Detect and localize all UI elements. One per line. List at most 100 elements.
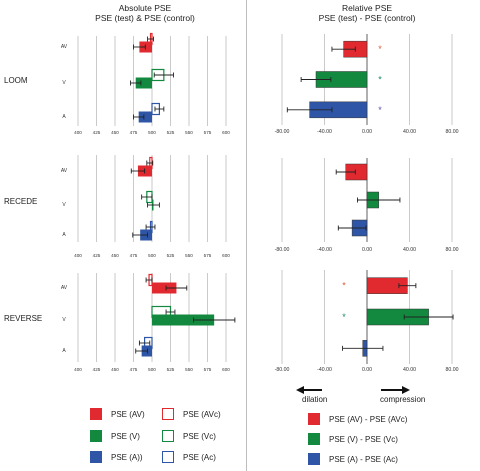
caption-compression: compression (380, 395, 426, 404)
rel-recede-tick--80.00: -80.00 (275, 247, 290, 253)
abs-reverse-tick-575: 575 (204, 367, 212, 372)
abs-reverse-label-a: A (62, 348, 66, 354)
rel-recede-tick-80.00: 80.00 (446, 247, 459, 253)
legend-swatch-av-diff (308, 413, 320, 425)
rel-loom-tick-0.00: 0.00 (362, 129, 372, 135)
abs-loom-tick-600: 600 (222, 130, 230, 135)
panel-divider (246, 0, 247, 471)
rel-reverse-star-v: * (342, 312, 346, 322)
abs-loom-tick-575: 575 (204, 130, 212, 135)
abs-recede-tick-450: 450 (111, 253, 119, 258)
abs-loom-label-av: AV (61, 44, 68, 50)
abs-loom-tick-450: 450 (111, 130, 119, 135)
legend-swatch-pse-a (90, 451, 102, 463)
abs-recede-tick-500: 500 (148, 253, 156, 258)
legend-item-pse-a: PSE (A)) (90, 450, 143, 464)
relative-pse-title: Relative PSE (341, 3, 393, 13)
legend-label-a-diff: PSE (A) - PSE (Ac) (329, 454, 398, 464)
absolute-pse-header: Absolute PSE PSE (test) & PSE (control) (50, 3, 240, 23)
abs-recede-tick-475: 475 (130, 253, 138, 258)
legend-item-pse-v: PSE (V) (90, 429, 140, 443)
legend-label-pse-v: PSE (V) (111, 431, 140, 441)
legend-label-pse-a: PSE (A)) (111, 452, 143, 462)
legend-label-v-diff: PSE (V) - PSE (Vc) (329, 434, 398, 444)
abs-recede-tick-550: 550 (185, 253, 193, 258)
abs-reverse-tick-500: 500 (148, 367, 156, 372)
abs-reverse-bar-test-av (152, 282, 177, 294)
legend-swatch-pse-av (90, 408, 102, 420)
rel-loom-tick-40.00: 40.00 (403, 129, 416, 135)
legend-swatch-pse-ac (162, 451, 174, 463)
relative-pse-subtitle: PSE (test) - PSE (control) (318, 13, 416, 23)
relative-pse-header: Relative PSE PSE (test) - PSE (control) (262, 3, 472, 23)
legend-item-v-diff: PSE (V) - PSE (Vc) (308, 432, 398, 446)
rel-loom-star-v: * (378, 75, 382, 85)
abs-reverse-tick-425: 425 (93, 367, 101, 372)
abs-reverse-tick-525: 525 (167, 367, 175, 372)
rel-reverse-tick-40.00: 40.00 (403, 367, 416, 373)
abs-reverse-tick-475: 475 (130, 367, 138, 372)
legend-swatch-v-diff (308, 433, 320, 445)
abs-reverse-label-v: V (62, 317, 66, 323)
absolute-pse-title: Absolute PSE (118, 3, 172, 13)
legend-swatch-pse-v (90, 430, 102, 442)
abs-recede-tick-525: 525 (167, 253, 175, 258)
abs-loom-bar-test-a (138, 111, 152, 123)
rel-recede-tick--40.00: -40.00 (317, 247, 332, 253)
abs-loom-label-v: V (62, 80, 66, 86)
legend-item-pse-vc: PSE (Vc) (162, 429, 216, 443)
abs-recede-tick-600: 600 (222, 253, 230, 258)
abs-recede-label-v: V (62, 202, 66, 208)
abs-loom-tick-425: 425 (93, 130, 101, 135)
rel-reverse-tick-0.00: 0.00 (362, 367, 372, 373)
rel-reverse-tick-80.00: 80.00 (446, 367, 459, 373)
abs-reverse-bar-test-v (152, 314, 215, 326)
rel-loom-tick--80.00: -80.00 (275, 129, 290, 135)
legend-swatch-pse-vc (162, 430, 174, 442)
legend-item-a-diff: PSE (A) - PSE (Ac) (308, 452, 398, 466)
legend-item-pse-ac: PSE (Ac) (162, 450, 216, 464)
rel-loom-tick--40.00: -40.00 (317, 129, 332, 135)
rel-loom-star-av: * (378, 44, 382, 54)
abs-reverse-tick-550: 550 (185, 367, 193, 372)
compression-arrow-head (402, 386, 410, 394)
row-label-recede: RECEDE (4, 197, 38, 206)
abs-loom-label-a: A (62, 114, 66, 120)
rel-reverse-tick--80.00: -80.00 (275, 367, 290, 373)
abs-loom-tick-500: 500 (148, 130, 156, 135)
abs-loom-tick-525: 525 (167, 130, 175, 135)
legend-item-pse-avc: PSE (AVc) (162, 407, 221, 421)
rel-reverse-star-av: * (342, 281, 346, 291)
legend-label-pse-ac: PSE (Ac) (183, 452, 216, 462)
rel-loom-tick-80.00: 80.00 (446, 129, 459, 135)
legend-item-pse-av: PSE (AV) (90, 407, 145, 421)
abs-loom-tick-475: 475 (130, 130, 138, 135)
abs-loom-tick-550: 550 (185, 130, 193, 135)
legend-label-pse-avc: PSE (AVc) (183, 409, 221, 419)
abs-reverse-tick-600: 600 (222, 367, 230, 372)
abs-recede-label-a: A (62, 232, 66, 238)
absolute-pse-subtitle: PSE (test) & PSE (control) (95, 13, 195, 23)
abs-reverse-tick-400: 400 (74, 367, 82, 372)
abs-reverse-tick-450: 450 (111, 367, 119, 372)
rel-reverse-tick--40.00: -40.00 (317, 367, 332, 373)
rel-loom-star-a: * (378, 105, 382, 115)
row-label-reverse: REVERSE (4, 314, 43, 323)
row-label-loom: LOOM (4, 76, 28, 85)
legend-label-pse-vc: PSE (Vc) (183, 431, 216, 441)
legend-swatch-pse-avc (162, 408, 174, 420)
abs-loom-tick-400: 400 (74, 130, 82, 135)
legend-swatch-a-diff (308, 453, 320, 465)
abs-recede-tick-400: 400 (74, 253, 82, 258)
legend-item-av-diff: PSE (AV) - PSE (AVc) (308, 412, 407, 426)
rel-recede-tick-40.00: 40.00 (403, 247, 416, 253)
dilation-arrow-head (296, 386, 304, 394)
legend-label-av-diff: PSE (AV) - PSE (AVc) (329, 414, 408, 424)
abs-recede-tick-575: 575 (204, 253, 212, 258)
abs-recede-label-av: AV (61, 168, 68, 174)
legend-label-pse-av: PSE (AV) (111, 409, 145, 419)
abs-reverse-label-av: AV (61, 285, 68, 291)
abs-loom-bar-test-v (135, 77, 152, 89)
